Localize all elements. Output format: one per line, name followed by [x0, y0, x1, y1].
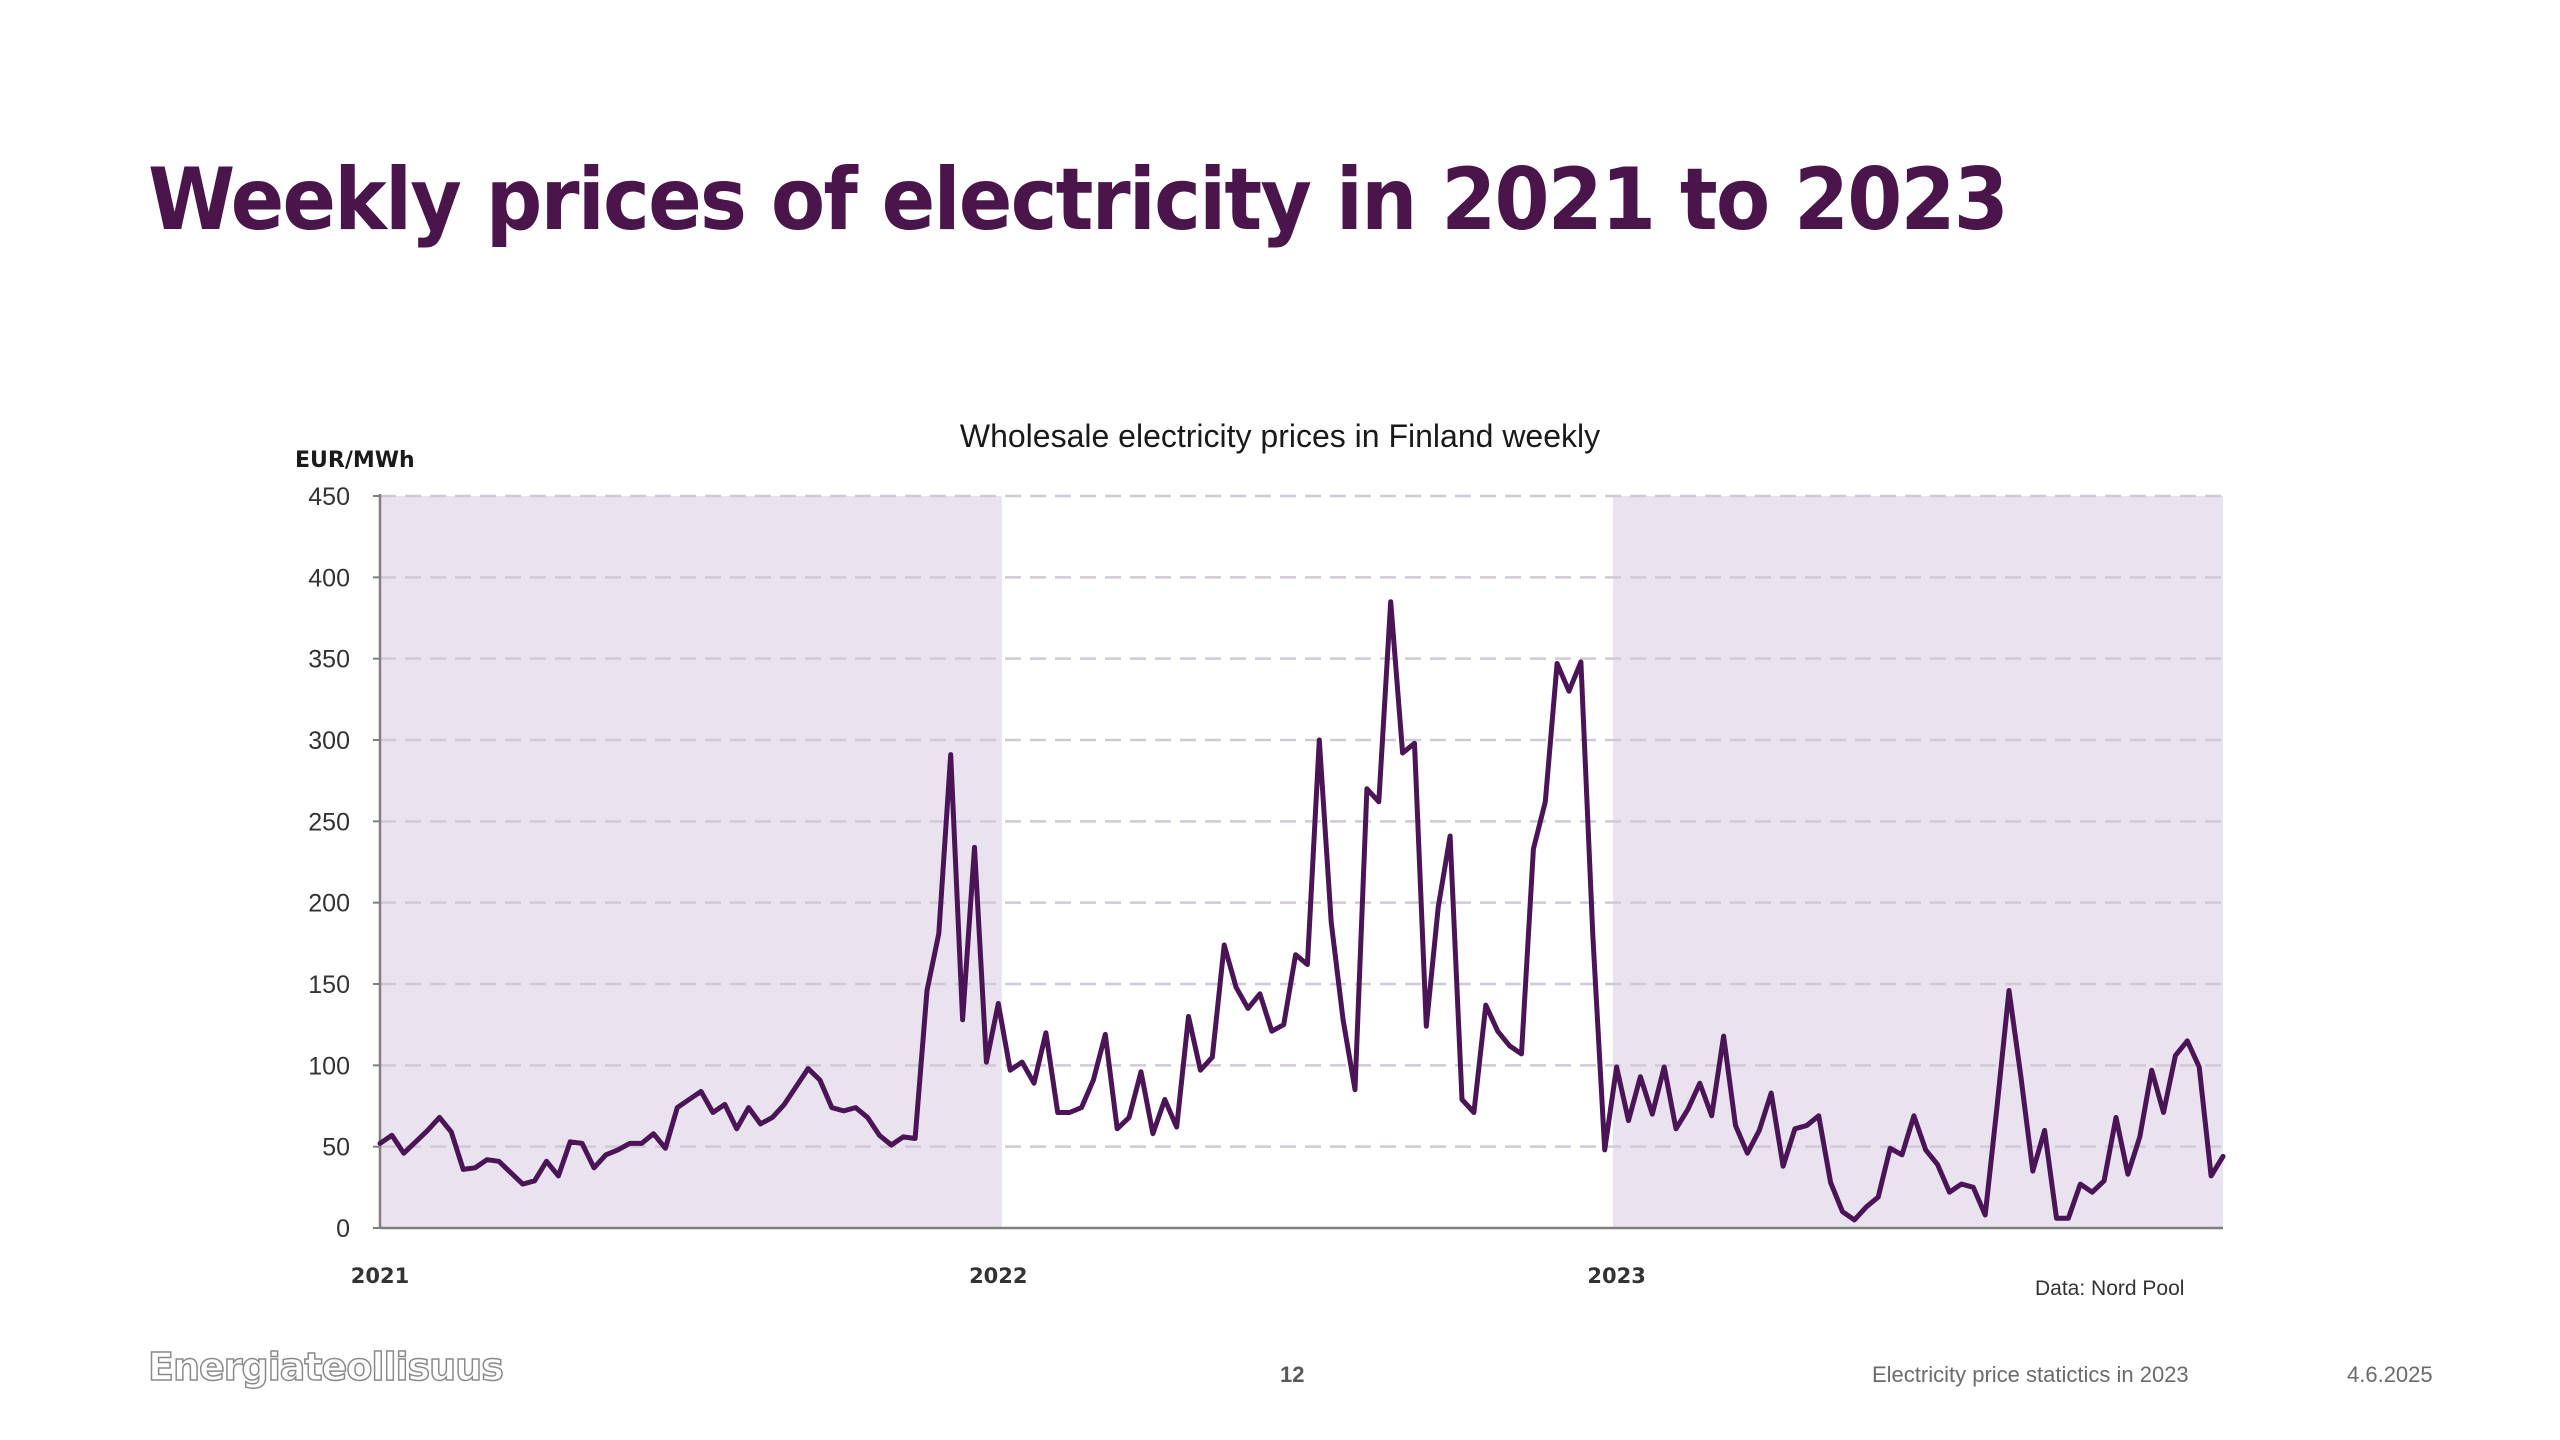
y-tick-label: 350: [308, 646, 350, 674]
y-tick-label: 50: [322, 1134, 350, 1162]
slide-title: Weekly prices of electricity in 2021 to …: [148, 150, 2009, 250]
y-tick-label: 300: [308, 727, 350, 755]
y-axis-label: EUR/MWh: [295, 448, 415, 473]
y-tick-label: 150: [308, 971, 350, 999]
shaded-period-2021: [380, 496, 1002, 1228]
x-tick-label: 2023: [1587, 1264, 1645, 1288]
y-tick-label: 100: [308, 1052, 350, 1080]
shaded-period-2023: [1613, 496, 2223, 1228]
x-tick-label: 2021: [351, 1264, 409, 1288]
company-logo: Energiateollisuus: [147, 1344, 504, 1390]
slide-date: 4.6.2025: [2347, 1362, 2433, 1387]
y-tick-label: 0: [336, 1215, 350, 1243]
page-number: 12: [1280, 1362, 1305, 1387]
x-tick-label: 2022: [969, 1264, 1027, 1288]
chart-title: Wholesale electricity prices in Finland …: [960, 418, 1600, 454]
y-tick-label: 250: [308, 808, 350, 836]
y-tick-label: 200: [308, 890, 350, 918]
source-note: Data: Nord Pool: [2035, 1277, 2184, 1300]
document-title: Electricity price statictics in 2023: [1872, 1362, 2189, 1387]
y-tick-label: 450: [308, 483, 350, 511]
y-tick-label: 400: [308, 564, 350, 592]
price-line: [377, 599, 2226, 1223]
